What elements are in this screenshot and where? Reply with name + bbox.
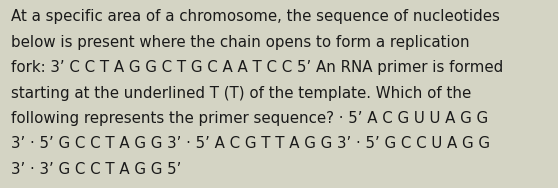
Text: 3’ · 3’ G C C T A G G 5’: 3’ · 3’ G C C T A G G 5’ [11,162,181,177]
Text: fork: 3’ C C T A G G C T G C A A T C C 5’ An RNA primer is formed: fork: 3’ C C T A G G C T G C A A T C C 5… [11,60,503,75]
Text: following represents the primer sequence? · 5’ A C G U U A G G: following represents the primer sequence… [11,111,488,126]
Text: below is present where the chain opens to form a replication: below is present where the chain opens t… [11,35,470,50]
Text: 3’ · 5’ G C C T A G G 3’ · 5’ A C G T T A G G 3’ · 5’ G C C U A G G: 3’ · 5’ G C C T A G G 3’ · 5’ A C G T T … [11,136,490,151]
Text: At a specific area of a chromosome, the sequence of nucleotides: At a specific area of a chromosome, the … [11,9,500,24]
Text: starting at the underlined T (T) of the template. Which of the: starting at the underlined T (T) of the … [11,86,472,101]
